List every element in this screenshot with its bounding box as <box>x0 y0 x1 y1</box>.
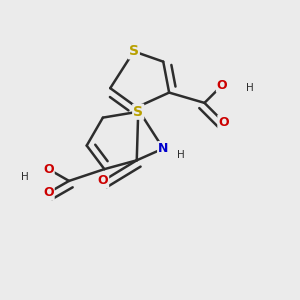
Text: N: N <box>158 142 168 155</box>
Text: O: O <box>43 186 54 199</box>
Text: O: O <box>217 79 227 92</box>
Text: O: O <box>218 116 229 128</box>
Text: O: O <box>43 163 54 176</box>
Text: H: H <box>246 83 254 93</box>
Text: H: H <box>177 150 185 160</box>
Text: H: H <box>21 172 29 182</box>
Text: S: S <box>129 44 139 58</box>
Text: O: O <box>98 174 108 188</box>
Text: S: S <box>133 105 143 119</box>
